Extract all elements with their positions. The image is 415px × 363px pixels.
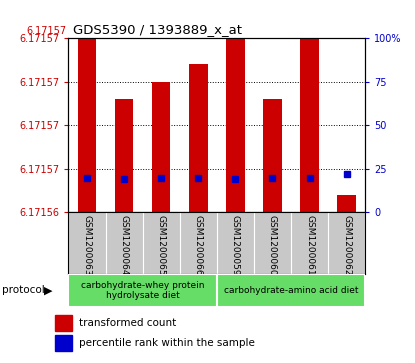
Text: GSM1200062: GSM1200062 bbox=[342, 216, 351, 276]
Text: GDS5390 / 1393889_x_at: GDS5390 / 1393889_x_at bbox=[73, 23, 242, 36]
Text: GSM1200059: GSM1200059 bbox=[231, 216, 240, 276]
Bar bbox=[152, 82, 171, 212]
Text: transformed count: transformed count bbox=[80, 318, 177, 328]
Bar bbox=[189, 64, 208, 212]
Bar bbox=[115, 99, 133, 212]
Bar bbox=[78, 38, 96, 212]
Bar bbox=[55, 335, 72, 351]
Text: GSM1200061: GSM1200061 bbox=[305, 216, 314, 276]
Text: GSM1200065: GSM1200065 bbox=[157, 216, 166, 276]
Text: GSM1200064: GSM1200064 bbox=[120, 216, 129, 276]
Text: 6.17157: 6.17157 bbox=[26, 26, 66, 36]
Text: protocol: protocol bbox=[2, 285, 45, 295]
Bar bbox=[217, 274, 365, 307]
Bar bbox=[55, 315, 72, 331]
Text: GSM1200063: GSM1200063 bbox=[83, 216, 92, 276]
Text: carbohydrate-whey protein
hydrolysate diet: carbohydrate-whey protein hydrolysate di… bbox=[81, 281, 205, 300]
Text: percentile rank within the sample: percentile rank within the sample bbox=[80, 338, 255, 348]
Bar bbox=[337, 195, 356, 212]
Bar bbox=[263, 99, 282, 212]
Text: carbohydrate-amino acid diet: carbohydrate-amino acid diet bbox=[224, 286, 358, 295]
Text: GSM1200060: GSM1200060 bbox=[268, 216, 277, 276]
Text: GSM1200066: GSM1200066 bbox=[194, 216, 203, 276]
Bar bbox=[226, 38, 245, 212]
Bar bbox=[300, 38, 319, 212]
Text: ▶: ▶ bbox=[44, 285, 52, 295]
Bar bbox=[68, 274, 217, 307]
